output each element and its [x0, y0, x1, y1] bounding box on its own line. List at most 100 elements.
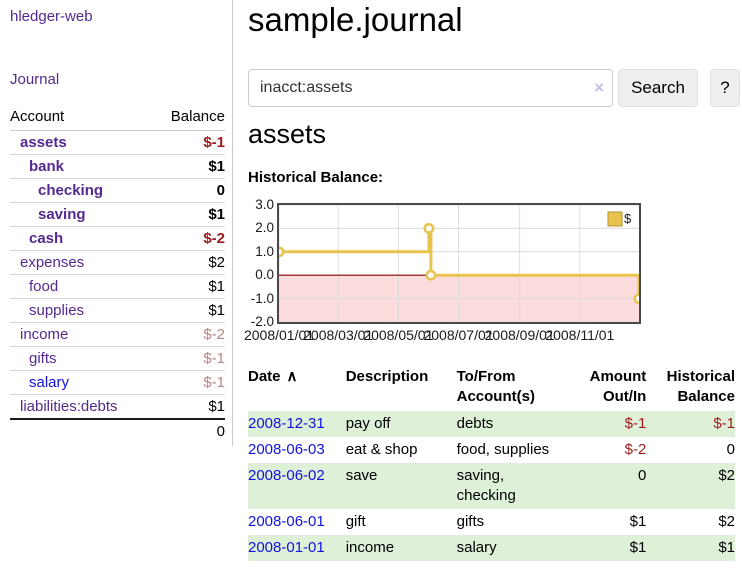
transaction-amount: 0: [637, 467, 647, 484]
account-row: liabilities:debts $1: [10, 394, 225, 420]
transaction-date-link[interactable]: 2008-06-01: [248, 513, 325, 530]
transaction-balance: 0: [726, 441, 735, 458]
search-input-wrap: ×: [248, 69, 613, 107]
account-row: bank $1: [10, 154, 225, 179]
accounts-total-balance: 0: [152, 418, 225, 443]
sidebar-account-link[interactable]: income: [20, 326, 69, 343]
account-balance: $1: [152, 154, 225, 179]
account-row: saving $1: [10, 202, 225, 227]
transaction-amount: $1: [629, 513, 647, 530]
account-row: checking 0: [10, 178, 225, 203]
register-header-row: Date ∧ Description To/From Account(s) Amo…: [248, 364, 735, 411]
sidebar-account-link[interactable]: supplies: [29, 302, 85, 319]
sidebar: hledger-web Journal Account Balance asse…: [0, 0, 233, 446]
register-header-amount: Amount Out/In: [589, 368, 647, 405]
transaction-date-link[interactable]: 2008-01-01: [248, 539, 325, 556]
sidebar-account-link[interactable]: salary: [29, 374, 70, 391]
data-point-marker: [425, 269, 437, 281]
account-balance: $-2: [152, 322, 225, 347]
transaction-accounts: debts: [456, 415, 494, 432]
table-row: 2008-01-01 income salary $1 $1: [248, 535, 735, 561]
account-balance: $1: [152, 202, 225, 227]
help-button[interactable]: ?: [710, 69, 740, 107]
y-axis-tick-label: 2.0: [255, 220, 274, 236]
sidebar-account-link[interactable]: checking: [38, 182, 104, 199]
register-header-accounts: To/From Account(s): [456, 368, 535, 405]
y-axis-tick-label: -2.0: [250, 314, 274, 329]
search-button[interactable]: Search: [618, 69, 698, 107]
accounts-total-spacer: [10, 418, 153, 443]
transaction-balance: $2: [718, 467, 735, 484]
account-row: salary $-1: [10, 370, 225, 395]
table-row: 2008-06-03 eat & shop food, supplies $-2 0: [248, 437, 735, 463]
balance-chart: $3.0 2.0 1.0 0.0 -1.0 -2.0 2008/01/01 2008/03/0…: [244, 197, 735, 348]
accounts-header-row: Account Balance: [10, 104, 225, 131]
account-balance: $1: [152, 274, 225, 299]
sidebar-account-link[interactable]: assets: [20, 134, 67, 151]
account-row: gifts $-1: [10, 346, 225, 371]
register-header-balance: Historical Balance: [666, 368, 735, 405]
transaction-date-link[interactable]: 2008-06-02: [248, 467, 325, 484]
y-axis-tick-label: 3.0: [255, 197, 274, 212]
account-balance: $-1: [152, 370, 225, 395]
accounts-total-row: 0: [10, 418, 225, 443]
date-header-label: Date: [248, 368, 281, 385]
account-balance: $-2: [152, 226, 225, 251]
account-heading: assets: [248, 119, 327, 149]
account-balance: 0: [152, 178, 225, 203]
data-point-marker: [279, 246, 285, 258]
sidebar-account-link[interactable]: cash: [29, 230, 64, 247]
sidebar-account-link[interactable]: bank: [29, 158, 65, 175]
transaction-date-link[interactable]: 2008-06-03: [248, 441, 325, 458]
transaction-balance: $2: [718, 513, 735, 530]
transaction-description: income: [345, 539, 395, 556]
table-row: 2008-12-31 pay off debts $-1 $-1: [248, 411, 735, 437]
transaction-accounts: food, supplies: [456, 441, 550, 458]
clear-search-icon[interactable]: ×: [594, 78, 604, 97]
account-row: food $1: [10, 274, 225, 299]
transaction-date-link[interactable]: 2008-12-31: [248, 415, 325, 432]
sidebar-account-link[interactable]: liabilities:debts: [20, 398, 118, 415]
register-header-description: Description: [345, 368, 429, 385]
x-axis-tick-label: 2008/05/01: [363, 327, 434, 343]
sidebar-account-link[interactable]: food: [29, 278, 59, 295]
accounts-header-account: Account: [10, 104, 153, 131]
register-header-date[interactable]: Date ∧: [248, 364, 346, 411]
x-axis-tick-label: 2008/07/01: [423, 327, 494, 343]
sidebar-account-link[interactable]: expenses: [20, 254, 85, 271]
chart-plot-area: $: [277, 203, 641, 324]
accounts-balance-table: Account Balance assets $-1 bank $1 checking 0…: [10, 104, 225, 443]
sort-asc-icon: ∧: [286, 368, 298, 385]
transaction-accounts: gifts: [456, 513, 485, 530]
transaction-description: save: [345, 467, 378, 484]
transaction-accounts: saving, checking: [456, 467, 516, 504]
account-balance: $1: [152, 394, 225, 420]
search-form: × Search ?: [248, 69, 740, 107]
table-row: 2008-06-01 gift gifts $1 $2: [248, 509, 735, 535]
register-table-body: 2008-12-31 pay off debts $-1 $-1 2008-06-03 ea…: [248, 411, 735, 561]
app-brand-link[interactable]: hledger-web: [10, 8, 93, 25]
accounts-table-body: assets $-1 bank $1 checking 0 saving $1 cash $-2 e…: [10, 130, 225, 420]
account-row: expenses $2: [10, 250, 225, 275]
x-axis-tick-label: 2008/01/01: [243, 327, 315, 343]
sidebar-account-link[interactable]: saving: [38, 206, 86, 223]
search-input[interactable]: [248, 69, 613, 107]
transaction-accounts: salary: [456, 539, 497, 556]
page-title: sample.journal: [248, 1, 463, 38]
x-axis-tick-label: 2008/11/01: [545, 327, 615, 343]
chart-label: Historical Balance:: [248, 169, 384, 186]
data-point-marker: [633, 293, 639, 305]
x-axis-tick-label: 2008/09/01: [484, 327, 555, 343]
sidebar-account-link[interactable]: gifts: [29, 350, 57, 367]
transaction-description: eat & shop: [345, 441, 418, 458]
transaction-amount: $-1: [624, 415, 647, 432]
sidebar-item-journal[interactable]: Journal: [10, 71, 60, 88]
y-axis-tick-label: -1.0: [250, 290, 274, 306]
transaction-description: pay off: [345, 415, 391, 432]
account-row: supplies $1: [10, 298, 225, 323]
legend-label: $: [624, 211, 632, 226]
table-row: 2008-06-02 save saving, checking 0 $2: [248, 463, 735, 509]
transaction-amount: $1: [629, 539, 647, 556]
accounts-header-balance: Balance: [152, 104, 225, 131]
